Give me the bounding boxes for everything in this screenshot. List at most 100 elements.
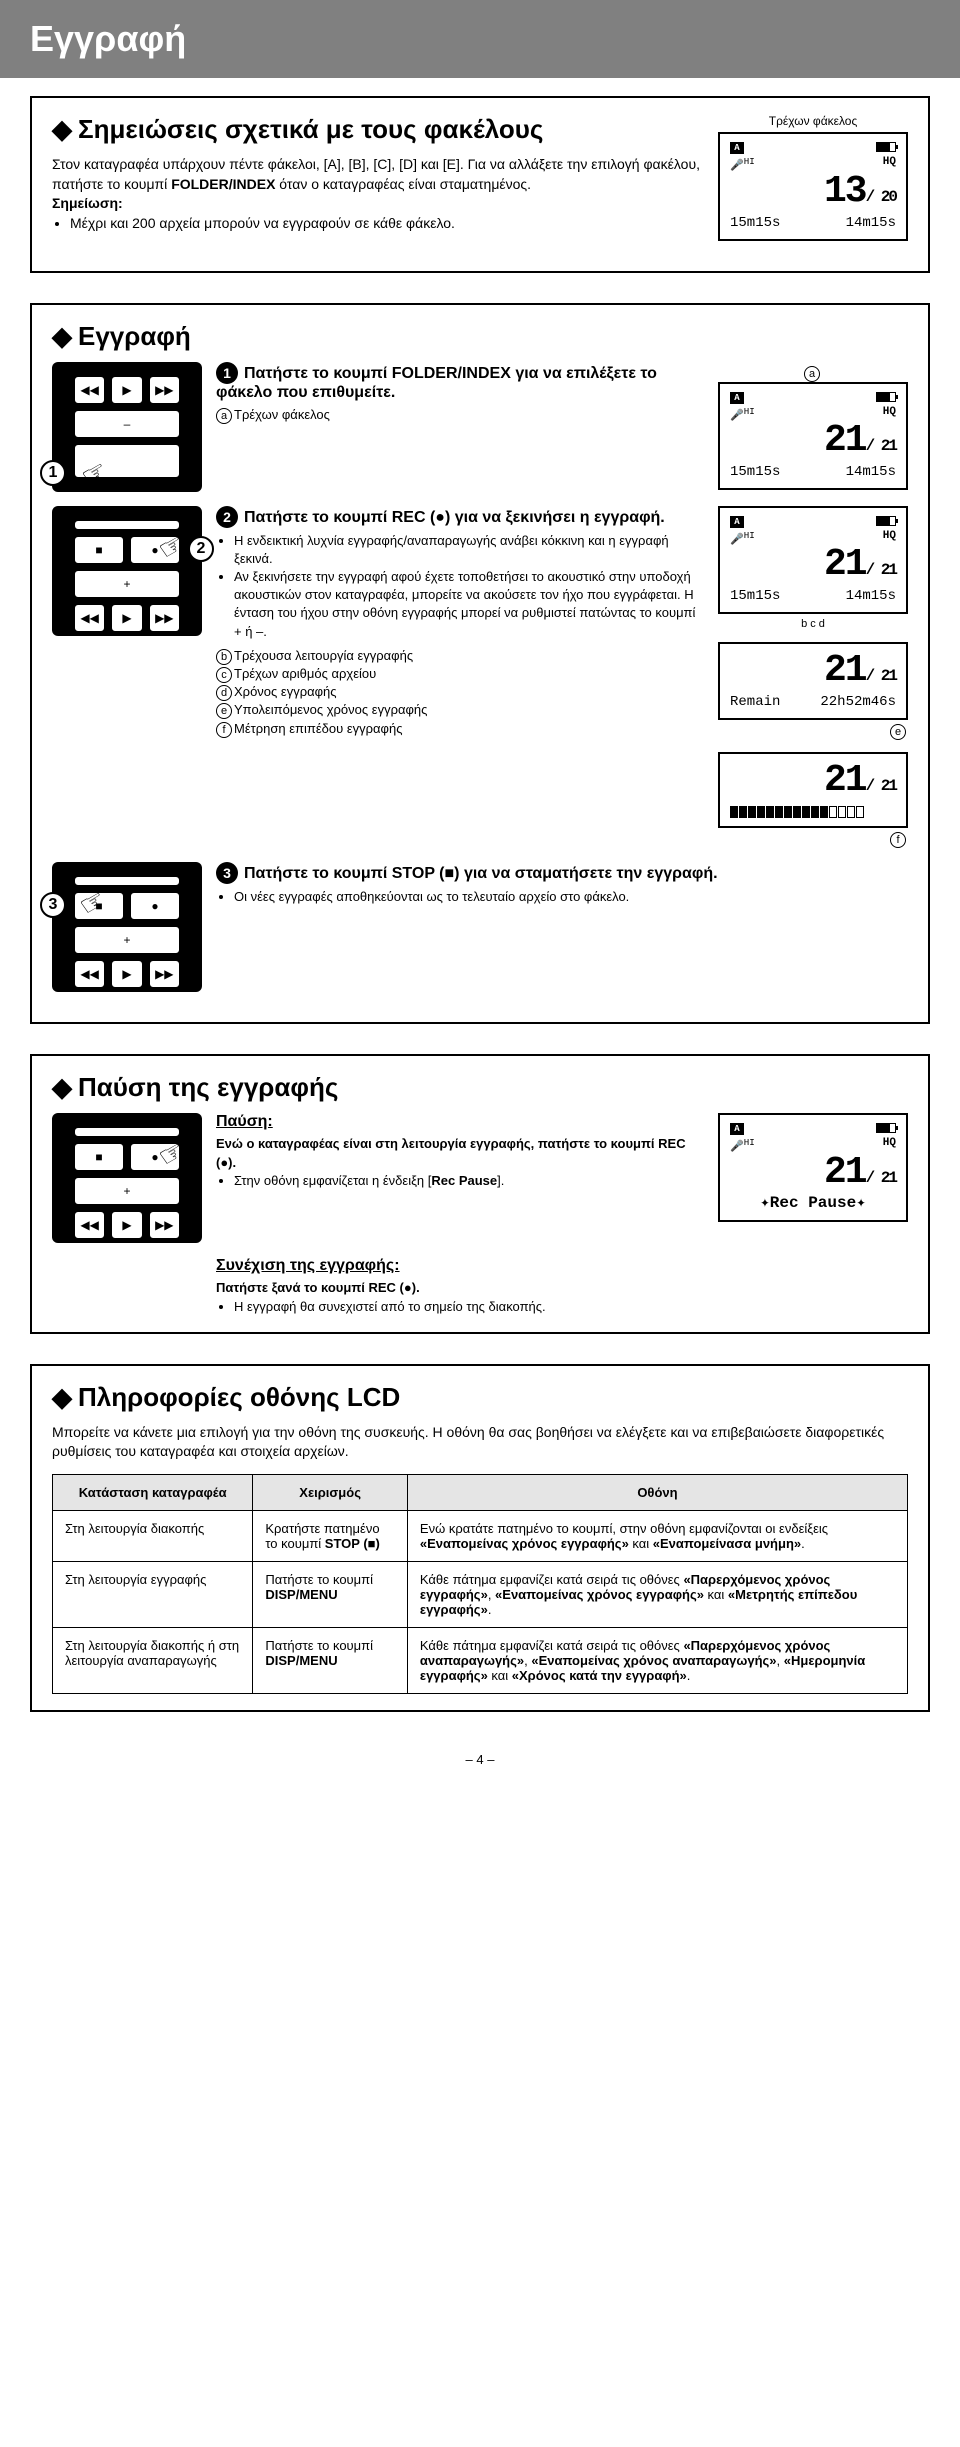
annot-f: f [890, 832, 906, 848]
step-num-2: 2 [216, 506, 238, 528]
time-left: 15m15s [730, 215, 780, 231]
r3c3i: . [687, 1668, 691, 1683]
text: όταν ο καταγραφέας είναι σταματημένος. [275, 176, 531, 192]
r1c3b: «Εναπομείνας χρόνος εγγραφής» [420, 1536, 629, 1551]
device-illus-1: ◀◀▶▶▶ – 1 ☞ [52, 362, 202, 492]
file-num: 21 [824, 759, 866, 802]
note-label: Σημείωση: [52, 194, 704, 214]
ffwd-icon: ▶▶ [149, 604, 180, 632]
th-state: Κατάσταση καταγραφέα [53, 1474, 253, 1510]
section1-heading: Σημειώσεις σχετικά με τους φακέλους [52, 114, 704, 145]
file-num: 21 [824, 543, 866, 586]
pause-b1a: Στην οθόνη εμφανίζεται η ένδειξη [ [234, 1173, 431, 1188]
file-total: / 20 [866, 188, 896, 206]
play-icon: ▶ [111, 604, 142, 632]
device-illus-pause: ■● + ◀◀▶▶▶ ☞ [52, 1113, 202, 1243]
r1c1: Στη λειτουργία διακοπής [53, 1510, 253, 1561]
r1c3c: και [629, 1536, 653, 1551]
step3-b1: Οι νέες εγγραφές αποθηκεύονται ως το τελ… [234, 888, 908, 906]
section4-intro: Μπορείτε να κάνετε μια επιλογή για την ο… [52, 1423, 908, 1462]
time-right: 14m15s [846, 588, 896, 604]
step-num-1: 1 [216, 362, 238, 384]
page-number: – 4 – [0, 1742, 960, 1777]
annot-e: e [890, 724, 906, 740]
lb-e: e [216, 703, 232, 719]
lb-d: d [216, 685, 232, 701]
step2-le: Υπολειπόμενος χρόνος εγγραφής [234, 702, 427, 717]
callout-1: 1 [40, 460, 66, 486]
resume-text: Πατήστε ξανά το κουμπί REC (●). [216, 1279, 908, 1297]
file-num: 21 [824, 419, 866, 462]
pause-text1: Ενώ ο καταγραφέας είναι στη λειτουργία ε… [216, 1135, 704, 1171]
label-a: a [216, 408, 232, 424]
plus-icon: + [74, 926, 180, 954]
section-folders: Σημειώσεις σχετικά με τους φακέλους Στον… [30, 96, 930, 273]
spacer [74, 520, 180, 530]
section4-heading: Πληροφορίες οθόνης LCD [52, 1382, 908, 1413]
lcd-step2b: 21/ 21 Remain22h52m46s [718, 642, 908, 720]
spacer [74, 1127, 180, 1137]
r2c3a: Κάθε πάτημα εμφανίζει κατά σειρά τις οθό… [420, 1572, 684, 1587]
annot-a: a [804, 366, 820, 382]
step-num-3: 3 [216, 862, 238, 884]
r2c3e: και [704, 1587, 728, 1602]
file-total: / 21 [866, 437, 896, 455]
stop-icon: ■ [74, 1143, 124, 1171]
mic-level: HI [744, 406, 755, 417]
step2-b2: Αν ξεκινήσετε την εγγραφή αφού έχετε τοπ… [234, 568, 704, 641]
lcd-pause: A 🎤HIHQ 21/ 21 ✦Rec Pause✦ [718, 1113, 908, 1222]
rwd-icon: ◀◀ [74, 604, 105, 632]
remain-label: Remain [730, 694, 780, 710]
section-lcd-info: Πληροφορίες οθόνης LCD Μπορείτε να κάνετ… [30, 1364, 930, 1712]
pause-b1c: ]. [497, 1173, 504, 1188]
device-illus-2: ■● + ◀◀▶▶▶ 2 ☞ [52, 506, 202, 636]
battery-icon [876, 392, 896, 402]
folder-icon: A [730, 392, 744, 404]
plus-icon: + [74, 1177, 180, 1205]
r1c3d: «Εναπομείνασα μνήμη» [653, 1536, 801, 1551]
th-op: Χειρισμός [253, 1474, 408, 1510]
r2c2b: DISP/MENU [265, 1587, 337, 1602]
r1c2b: STOP (■) [325, 1536, 380, 1551]
battery-icon [876, 1123, 896, 1133]
r2c1: Στη λειτουργία εγγραφής [53, 1561, 253, 1627]
time-left: 15m15s [730, 588, 780, 604]
file-total: / 21 [866, 667, 896, 685]
page-title: Εγγραφή [0, 0, 960, 78]
time-left: 15m15s [730, 464, 780, 480]
r3c2b: DISP/MENU [265, 1653, 337, 1668]
r3c3d: «Εναπομείνας χρόνος αναπαραγωγής» [531, 1653, 776, 1668]
lb-b: b [216, 649, 232, 665]
lcd-screen-1: A 🎤HIHQ 13/ 20 15m15s14m15s [718, 132, 908, 241]
r3c2a: Πατήστε το κουμπί [265, 1638, 373, 1653]
lcd-step2c: 21/ 21 [718, 752, 908, 828]
pause-b1b: Rec Pause [431, 1173, 497, 1188]
section1-body: Στον καταγραφέα υπάρχουν πέντε φάκελοι, … [52, 155, 704, 194]
step3-title: Πατήστε το κουμπί STOP (■) για να σταματ… [244, 865, 718, 882]
folder-icon: A [730, 516, 744, 528]
callout-2: 2 [188, 536, 214, 562]
plus-icon: + [74, 570, 180, 598]
file-num: 13 [824, 170, 866, 213]
mic-level: HI [744, 1137, 755, 1148]
table-row: Στη λειτουργία διακοπής Κρατήστε πατημέν… [53, 1510, 908, 1561]
time-right: 14m15s [846, 215, 896, 231]
level-meter [730, 806, 896, 818]
file-total: / 21 [866, 777, 896, 795]
note-text: Μέχρι και 200 αρχεία μπορούν να εγγραφού… [70, 214, 704, 234]
step2-lf: Μέτρηση επιπέδου εγγραφής [234, 721, 403, 736]
r1c3e: . [801, 1536, 805, 1551]
r2c3c: , [488, 1587, 495, 1602]
table-row: Στη λειτουργία διακοπής ή στη λειτουργία… [53, 1627, 908, 1693]
r1c3a: Ενώ κρατάτε πατημένο το κουμπί, στην οθό… [420, 1521, 828, 1536]
mic-level: HI [744, 156, 755, 167]
r2c2a: Πατήστε το κουμπί [265, 1572, 373, 1587]
step1-title: Πατήστε το κουμπί FOLDER/INDEX για να επ… [216, 365, 657, 401]
step2-lb: Τρέχουσα λειτουργία εγγραφής [234, 648, 413, 663]
r3c3g: και [488, 1668, 512, 1683]
r3c3h: «Χρόνος κατά την εγγραφή» [512, 1668, 687, 1683]
step2-ld: Χρόνος εγγραφής [234, 684, 337, 699]
lcd-info-table: Κατάσταση καταγραφέα Χειρισμός Οθόνη Στη… [52, 1474, 908, 1694]
r3c3e: , [777, 1653, 784, 1668]
lcd-step2a: A 🎤HIHQ 21/ 21 15m15s14m15s [718, 506, 908, 615]
